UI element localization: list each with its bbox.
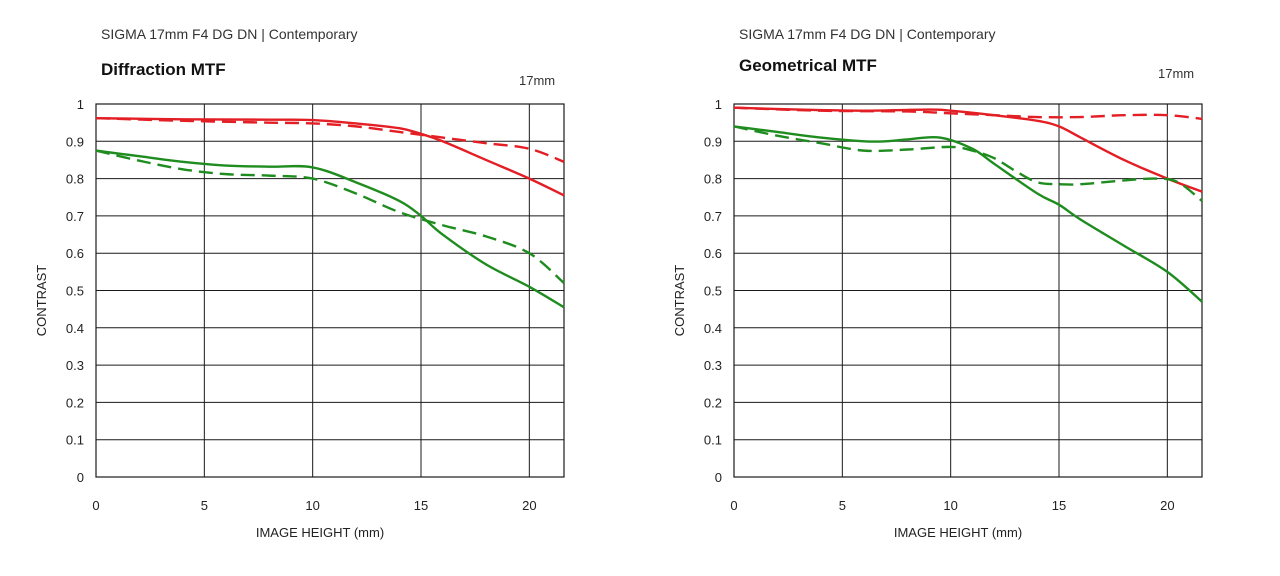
y-axis-label: CONTRAST: [34, 265, 49, 337]
x-tick-label: 0: [92, 498, 99, 513]
chart-title: Geometrical MTF: [739, 56, 877, 75]
y-tick-label: 0.3: [704, 358, 722, 373]
y-tick-label: 0.4: [704, 321, 722, 336]
y-tick-label: 0.9: [704, 134, 722, 149]
y-tick-label: 0.6: [66, 246, 84, 261]
x-tick-label: 0: [730, 498, 737, 513]
y-tick-label: 0.4: [66, 321, 84, 336]
y-tick-label: 1: [77, 97, 84, 112]
x-tick-label: 20: [522, 498, 536, 513]
focal-length-label: 17mm: [519, 73, 556, 88]
y-tick-label: 0.3: [66, 358, 84, 373]
x-tick-label: 5: [839, 498, 846, 513]
y-tick-label: 0: [715, 470, 722, 485]
x-axis-label: IMAGE HEIGHT (mm): [894, 525, 1022, 540]
y-tick-label: 0.1: [66, 433, 84, 448]
chart-title: Diffraction MTF: [101, 60, 226, 79]
y-tick-label: 0.2: [704, 395, 722, 410]
y-axis-label: CONTRAST: [672, 265, 687, 337]
series-line-1: [95, 116, 565, 163]
focal-length-label: 17mm: [1158, 66, 1195, 81]
y-tick-label: 0.5: [704, 284, 722, 299]
y-tick-label: 0.1: [704, 433, 722, 448]
y-tick-label: 0.5: [66, 284, 84, 299]
y-tick-label: 0.2: [66, 395, 84, 410]
plot-frame: [95, 103, 565, 478]
y-tick-label: 0.8: [66, 172, 84, 187]
diffraction-mtf-panel: SIGMA 17mm F4 DG DN | Contemporary Diffr…: [34, 26, 565, 540]
diffraction-mtf-chart: 00.10.20.30.40.50.60.70.80.910 5 10 15 20IMA…: [34, 97, 565, 540]
series-line-1: [733, 106, 1203, 121]
geometrical-mtf-chart: 00.10.20.30.40.50.60.70.80.910 5 10 15 20IMA…: [672, 97, 1203, 540]
x-tick-label: 5: [201, 498, 208, 513]
y-tick-label: 0.7: [704, 209, 722, 224]
y-tick-label: 0.8: [704, 172, 722, 187]
x-tick-label: 10: [305, 498, 319, 513]
series-line-3: [733, 125, 1203, 202]
x-tick-label: 15: [1052, 498, 1066, 513]
x-tick-label: 10: [943, 498, 957, 513]
x-tick-label: 15: [414, 498, 428, 513]
chart-subtitle: SIGMA 17mm F4 DG DN | Contemporary: [101, 26, 358, 42]
series-line-3: [95, 149, 565, 284]
geometrical-mtf-panel: SIGMA 17mm F4 DG DN | Contemporary Geome…: [640, 0, 1280, 576]
y-tick-label: 0.9: [66, 134, 84, 149]
y-tick-label: 1: [715, 97, 722, 112]
series-line-2: [95, 149, 565, 309]
grid: [733, 103, 1202, 478]
x-tick-label: 20: [1160, 498, 1174, 513]
y-tick-label: 0.7: [66, 209, 84, 224]
y-tick-label: 0: [77, 470, 84, 485]
chart-subtitle: SIGMA 17mm F4 DG DN | Contemporary: [739, 26, 996, 42]
y-tick-label: 0.6: [704, 246, 722, 261]
plot-frame: [733, 103, 1203, 478]
x-axis-label: IMAGE HEIGHT (mm): [256, 525, 384, 540]
series-line-2: [733, 125, 1203, 303]
series-line-0: [95, 116, 565, 197]
